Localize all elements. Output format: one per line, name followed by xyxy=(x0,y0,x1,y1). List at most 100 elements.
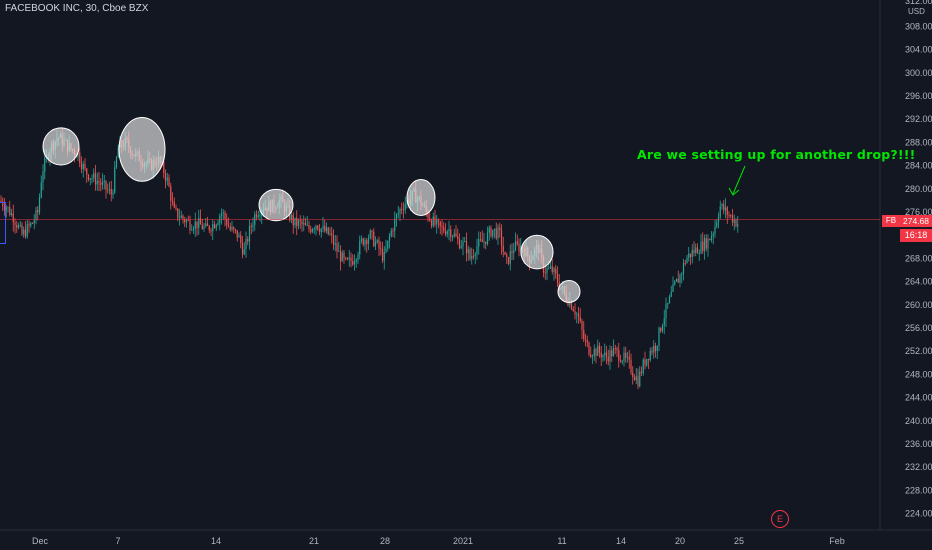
candle-down xyxy=(730,215,732,216)
candle-down xyxy=(240,235,242,244)
price-tick-label: 260.00 xyxy=(905,300,932,310)
candle-up xyxy=(306,225,308,226)
candle-down xyxy=(170,186,172,201)
candle-down xyxy=(224,212,226,219)
time-tick-label: 11 xyxy=(557,536,566,546)
candle-down xyxy=(339,251,342,262)
candle-up xyxy=(114,167,116,193)
candle-up xyxy=(703,238,706,251)
price-tick-label: 252.00 xyxy=(905,346,932,356)
candle-up xyxy=(23,229,25,235)
candle-up xyxy=(724,207,727,211)
candle-up xyxy=(390,230,392,237)
candle-up xyxy=(103,180,105,182)
candle-up xyxy=(679,274,681,283)
candle-up xyxy=(17,225,20,228)
candle-down xyxy=(600,352,602,358)
candle-down xyxy=(702,241,704,251)
candle-down xyxy=(173,201,175,208)
candle-up xyxy=(205,223,207,227)
earnings-marker[interactable]: E xyxy=(771,510,789,528)
candle-up xyxy=(591,356,594,357)
candle-up xyxy=(656,345,658,351)
annotation-arrow xyxy=(728,165,746,196)
candle-down xyxy=(696,247,699,254)
candle-up xyxy=(320,228,322,233)
candle-down xyxy=(490,227,492,237)
candle-down xyxy=(381,248,384,261)
candle-up xyxy=(388,236,391,241)
candle-up xyxy=(474,254,476,257)
candle-up xyxy=(325,227,328,232)
candle-up xyxy=(40,182,42,198)
candle-up xyxy=(7,207,9,208)
price-tick-label: 276.00 xyxy=(905,207,932,217)
candle-down xyxy=(616,348,618,351)
price-tick-label: 296.00 xyxy=(905,91,932,101)
candle-down xyxy=(304,223,307,226)
price-tick-label: 284.00 xyxy=(905,161,932,171)
candle-up xyxy=(548,267,550,269)
candle-down xyxy=(726,207,728,215)
time-tick-label: 14 xyxy=(616,536,626,546)
candle-down xyxy=(31,223,34,224)
candle-up xyxy=(313,229,315,230)
candle-up xyxy=(35,210,37,221)
candle-down xyxy=(317,225,319,230)
candle-up xyxy=(77,152,79,158)
candle-up xyxy=(19,225,21,226)
highlight-ellipse xyxy=(118,116,166,182)
candle-down xyxy=(350,257,352,261)
candle-down xyxy=(250,226,252,227)
candle-up xyxy=(721,204,723,207)
candle-down xyxy=(625,352,627,358)
candle-down xyxy=(577,313,580,318)
candle-up xyxy=(691,250,693,258)
candle-down xyxy=(175,207,177,209)
candle-down xyxy=(443,227,445,232)
candle-down xyxy=(247,238,249,242)
candle-down xyxy=(336,243,338,252)
candle-up xyxy=(639,371,641,387)
time-tick-label: 2021 xyxy=(453,536,473,546)
candle-up xyxy=(668,296,671,304)
candle-down xyxy=(444,231,447,235)
candle-up xyxy=(364,240,366,245)
candle-up xyxy=(355,259,357,262)
candle-down xyxy=(255,214,258,217)
candle-up xyxy=(359,240,361,255)
candle-down xyxy=(607,356,609,362)
candle-up xyxy=(383,251,385,261)
time-tick-label: Feb xyxy=(829,536,845,546)
candle-up xyxy=(682,263,685,274)
candle-up xyxy=(462,241,464,247)
candle-down xyxy=(481,239,483,243)
price-tick-label: 280.00 xyxy=(905,184,932,194)
candle-down xyxy=(427,211,429,219)
candle-down xyxy=(611,350,613,357)
candle-down xyxy=(499,227,501,230)
candle-up xyxy=(492,229,494,237)
price-tick-label: 240.00 xyxy=(905,416,932,426)
candle-down xyxy=(570,301,573,310)
candle-up xyxy=(367,238,370,244)
candle-down xyxy=(465,241,468,254)
candle-up xyxy=(259,215,261,217)
candle-down xyxy=(581,320,583,330)
price-tick-label: 232.00 xyxy=(905,462,932,472)
candle-up xyxy=(238,235,240,238)
candle-up xyxy=(700,241,702,254)
arrow-head xyxy=(728,187,740,196)
candle-up xyxy=(117,147,119,158)
selection-marker[interactable] xyxy=(0,202,6,244)
candle-up xyxy=(334,243,336,245)
candle-up xyxy=(716,222,718,227)
candle-up xyxy=(399,209,401,214)
price-tick-label: 288.00 xyxy=(905,137,932,147)
candle-down xyxy=(506,254,508,257)
candle-up xyxy=(486,232,489,244)
candle-down xyxy=(439,221,441,226)
candle-up xyxy=(476,246,478,255)
candle-down xyxy=(574,311,576,315)
